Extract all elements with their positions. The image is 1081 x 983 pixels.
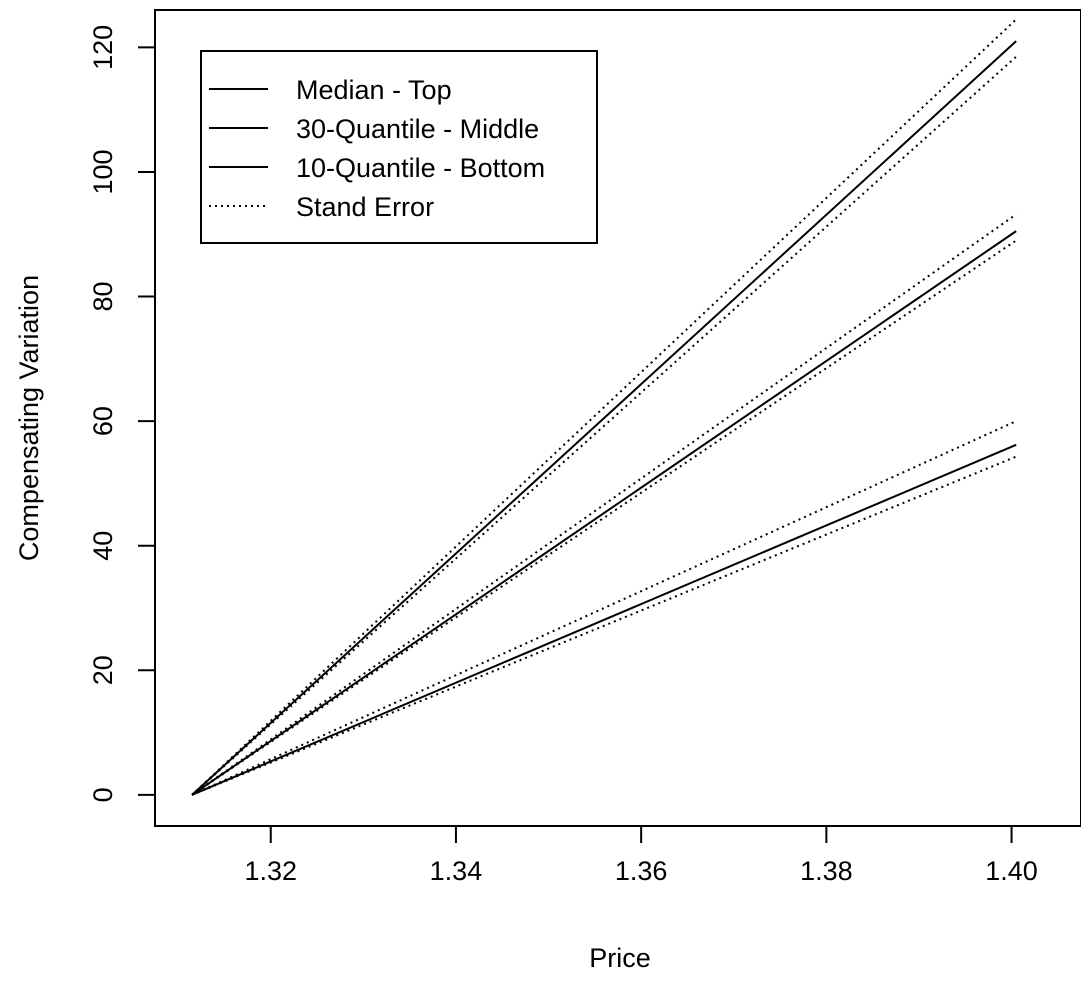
legend-label-3: 10-Quantile - Bottom bbox=[296, 153, 545, 183]
legend-label-1: Median - Top bbox=[296, 75, 452, 105]
y-tick-label: 40 bbox=[88, 531, 118, 561]
y-tick-label: 60 bbox=[88, 406, 118, 436]
series-line-4 bbox=[191, 230, 1017, 796]
x-tick-label: 1.38 bbox=[800, 856, 853, 886]
legend-box bbox=[200, 50, 598, 244]
y-tick-label: 120 bbox=[88, 25, 118, 70]
legend-label-2: 30-Quantile - Middle bbox=[296, 114, 539, 144]
series-line-7 bbox=[191, 443, 1017, 796]
legend: Median - Top 30-Quantile - Middle 10-Qua… bbox=[200, 50, 598, 244]
x-tick-label: 1.36 bbox=[615, 856, 668, 886]
y-tick-label: 100 bbox=[88, 149, 118, 194]
x-axis: 1.32 1.34 1.36 1.38 1.40 bbox=[244, 825, 1038, 886]
x-tick-label: 1.34 bbox=[430, 856, 483, 886]
x-tick-label: 1.40 bbox=[985, 856, 1038, 886]
x-axis-title: Price bbox=[589, 943, 651, 973]
x-tick-label: 1.32 bbox=[244, 856, 297, 886]
series-line-1 bbox=[191, 40, 1017, 796]
series-line-6 bbox=[191, 239, 1017, 796]
series-layer bbox=[191, 18, 1017, 796]
series-line-5 bbox=[191, 213, 1017, 796]
legend-label-4: Stand Error bbox=[296, 192, 434, 222]
y-tick-label: 80 bbox=[88, 282, 118, 312]
y-axis-title: Compensating Variation bbox=[14, 275, 44, 561]
series-line-3 bbox=[191, 55, 1017, 796]
y-tick-label: 0 bbox=[88, 787, 118, 802]
series-line-8 bbox=[191, 420, 1017, 796]
y-axis: 0 20 40 60 80 100 120 bbox=[88, 25, 156, 802]
y-tick-label: 20 bbox=[88, 655, 118, 685]
series-line-2 bbox=[191, 18, 1017, 796]
series-line-9 bbox=[191, 455, 1017, 796]
